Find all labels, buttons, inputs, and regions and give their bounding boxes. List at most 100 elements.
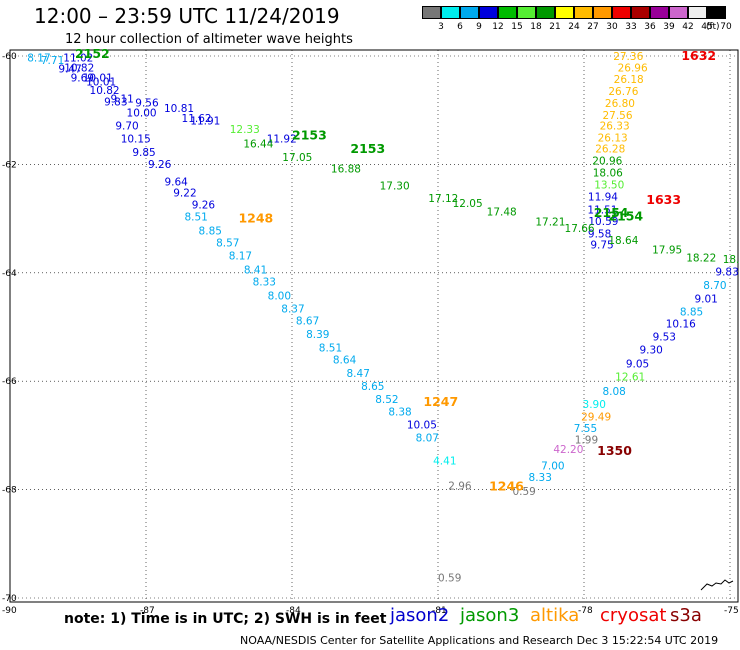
wave-height-label: 10.16 xyxy=(666,318,696,330)
lon-tick-label: -81 xyxy=(432,606,447,616)
colorbar-tick-label: 30 xyxy=(606,22,618,32)
wave-height-label: 18.06 xyxy=(593,167,623,179)
wave-height-label: 9.83 xyxy=(104,97,127,109)
wave-height-label: 26.33 xyxy=(600,121,630,133)
wave-height-label: 26.76 xyxy=(608,86,638,98)
wave-height-label: 1.99 xyxy=(575,435,598,447)
wave-height-label: 8.51 xyxy=(319,343,342,355)
wave-height-label: 0.59 xyxy=(512,486,535,498)
wave-height-label: 9.70 xyxy=(115,121,138,133)
wave-height-label: 17.48 xyxy=(487,207,517,219)
colorbar-swatch xyxy=(593,6,612,19)
colorbar-tick-label: 12 xyxy=(492,22,504,32)
colorbar-swatch xyxy=(631,6,650,19)
origin-tick-label: -90 xyxy=(2,606,17,616)
page-title: 12:00 – 23:59 UTC 11/24/2019 xyxy=(34,4,340,28)
wave-height-label: 42.20 xyxy=(553,444,583,456)
wave-height-label: 8.17 xyxy=(229,250,252,262)
colorbar-tick-label: 39 xyxy=(663,22,675,32)
wave-height-label: 11.51 xyxy=(587,204,617,216)
colorbar-swatch xyxy=(669,6,688,19)
wave-height-label: 8.17 xyxy=(27,52,50,64)
subtitle: 12 hour collection of altimeter wave hei… xyxy=(65,32,353,47)
wave-height-label: 10.05 xyxy=(407,420,437,432)
satellite-legend-s3a: s3a xyxy=(670,605,702,626)
wave-height-label: 9.53 xyxy=(653,331,676,343)
wave-height-label: 0.59 xyxy=(438,573,461,585)
colorbar-swatch xyxy=(536,6,555,19)
wave-height-label: 27.56 xyxy=(602,110,632,122)
wave-height-label: 26.96 xyxy=(618,63,648,75)
wave-height-label: 7.00 xyxy=(541,460,564,472)
colorbar-swatch xyxy=(517,6,536,19)
wave-height-label: 8.64 xyxy=(333,355,357,367)
wave-height-label: 11.94 xyxy=(588,191,618,203)
track-number-label: 1246 xyxy=(489,478,524,493)
track-number-label: 1247 xyxy=(423,394,458,409)
wave-height-label: 8.41 xyxy=(244,265,267,277)
colorbar-tick-label: 3 xyxy=(438,22,444,32)
wave-height-label: 9.83 xyxy=(715,267,738,279)
satellite-legend-jason3: jason3 xyxy=(460,605,520,626)
wave-height-label: 8.67 xyxy=(296,316,319,328)
colorbar-tick-label: 24 xyxy=(568,22,580,32)
track-number-label: 1633 xyxy=(646,192,681,207)
wave-height-label: 10.82 xyxy=(64,63,94,75)
colorbar-swatch xyxy=(460,6,479,19)
track-number-label: 2153 xyxy=(350,141,385,156)
wave-height-label: 17.95 xyxy=(652,245,682,257)
wave-height-label: 18.2 xyxy=(723,254,740,266)
wave-height-label: 17.12 xyxy=(428,193,458,205)
wave-height-label: 10.59 xyxy=(588,216,618,228)
wave-height-label: 9.01 xyxy=(694,293,717,305)
lat-tick-label: -70 xyxy=(2,594,17,604)
credit-line: NOAA/NESDIS Center for Satellite Applica… xyxy=(240,634,719,647)
colorbar-tick-label: 21 xyxy=(549,22,561,32)
track-number-label: 2153 xyxy=(292,128,327,143)
wave-height-label: 8.52 xyxy=(375,394,398,406)
wave-height-label: 8.33 xyxy=(253,277,276,289)
wave-height-label: 9.56 xyxy=(135,98,159,110)
wave-height-label: 12.33 xyxy=(230,124,260,136)
track-number-label: 1248 xyxy=(238,211,273,226)
colorbar-tick-label: 70 xyxy=(720,22,732,32)
colorbar-swatch xyxy=(707,6,726,19)
colorbar-unit: (ft) xyxy=(706,22,720,32)
wave-height-label: 8.51 xyxy=(184,212,207,224)
wave-height-label: 8.47 xyxy=(347,368,370,380)
colorbar-swatch xyxy=(498,6,517,19)
wave-height-label: 7.71 xyxy=(41,55,64,67)
wave-height-label: 4.41 xyxy=(433,455,456,467)
wave-height-label: 8.38 xyxy=(388,407,411,419)
colorbar-tick-label: 6 xyxy=(457,22,463,32)
lon-tick-label: -75 xyxy=(724,606,739,616)
coastline xyxy=(700,579,734,591)
colorbar-swatch xyxy=(555,6,574,19)
colorbar-tick-label: 42 xyxy=(682,22,694,32)
colorbar-swatch xyxy=(688,6,707,19)
colorbar-tick-label: 36 xyxy=(644,22,656,32)
wave-height-label: 17.05 xyxy=(282,152,312,164)
track-number-label: 2152 xyxy=(75,46,110,61)
colorbar-swatch xyxy=(422,6,441,19)
wave-height-label: 16.44 xyxy=(243,139,273,151)
wave-height-label: 13.50 xyxy=(594,179,624,191)
wave-height-label: 8.37 xyxy=(281,304,304,316)
colorbar-swatch xyxy=(574,6,593,19)
wave-height-label: 3.90 xyxy=(583,399,606,411)
wave-height-label: 8.07 xyxy=(416,433,439,445)
map-frame xyxy=(9,49,739,603)
wave-height-label: 9.26 xyxy=(192,200,216,212)
wave-height-points: 8.177.7111.0210.829.479.6910.0110.0110.8… xyxy=(27,51,740,585)
wave-height-label: 2.96 xyxy=(448,480,472,492)
satellite-legend-altika: altika xyxy=(530,605,580,626)
wave-height-label: 10.01 xyxy=(83,72,113,84)
wave-height-label: 9.30 xyxy=(639,345,662,357)
wave-height-label: 9.11 xyxy=(110,93,133,105)
colorbar-tick-label: 15 xyxy=(511,22,523,32)
lon-tick-label: -84 xyxy=(286,606,301,616)
wave-height-label: 10.01 xyxy=(86,77,116,89)
colorbar-swatch xyxy=(612,6,631,19)
